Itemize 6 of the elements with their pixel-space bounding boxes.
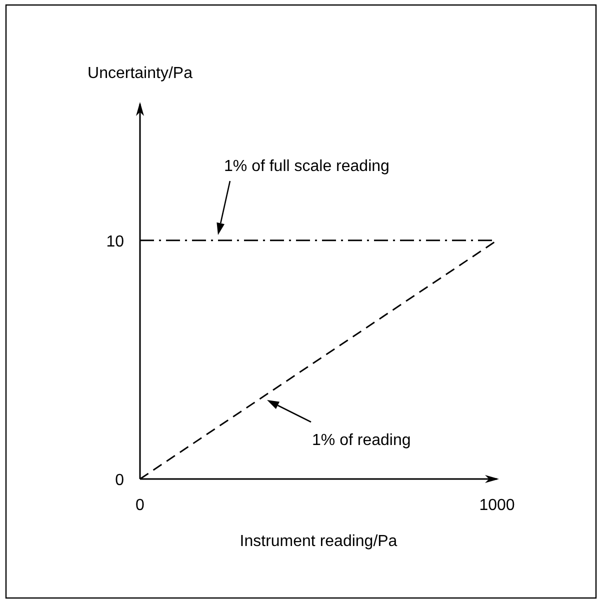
y-tick-label: 10	[106, 233, 124, 250]
x-tick-label: 1000	[479, 497, 515, 514]
x-axis-title: Instrument reading/Pa	[240, 533, 398, 550]
annotation: 1% of reading	[312, 432, 411, 449]
y-axis-title: Uncertainty/Pa	[88, 65, 193, 82]
annotation: 1% of full scale reading	[224, 158, 390, 175]
